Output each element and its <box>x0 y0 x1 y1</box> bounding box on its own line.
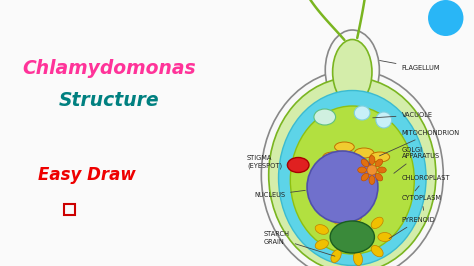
Text: CHLOROPLAST: CHLOROPLAST <box>401 175 450 191</box>
Ellipse shape <box>375 173 383 181</box>
Ellipse shape <box>323 152 342 162</box>
Ellipse shape <box>291 106 414 254</box>
Ellipse shape <box>331 211 341 225</box>
Text: GOLGI
APPARATUS: GOLGI APPARATUS <box>394 147 439 173</box>
Text: NUCLEUS: NUCLEUS <box>254 190 305 198</box>
Bar <box>64 204 75 215</box>
Ellipse shape <box>354 106 370 120</box>
Text: Easy Draw: Easy Draw <box>38 166 136 184</box>
Ellipse shape <box>325 30 379 110</box>
Ellipse shape <box>315 225 328 234</box>
Text: CYTOPLASM: CYTOPLASM <box>401 195 441 210</box>
Ellipse shape <box>354 208 363 222</box>
Ellipse shape <box>371 217 383 228</box>
Text: PYRENOID: PYRENOID <box>389 217 435 239</box>
Circle shape <box>367 165 377 175</box>
Text: MITOCHONDRION: MITOCHONDRION <box>379 130 460 156</box>
Circle shape <box>428 0 464 36</box>
Text: Structure: Structure <box>59 90 160 110</box>
Ellipse shape <box>358 167 366 173</box>
Ellipse shape <box>287 157 309 172</box>
Ellipse shape <box>330 221 374 253</box>
Ellipse shape <box>361 159 369 167</box>
Text: FLAGELLUM: FLAGELLUM <box>380 60 440 71</box>
Ellipse shape <box>378 232 392 242</box>
Ellipse shape <box>314 109 336 125</box>
Text: STARCH
GRAIN: STARCH GRAIN <box>264 231 335 256</box>
Ellipse shape <box>261 70 443 266</box>
Ellipse shape <box>333 39 372 105</box>
Text: VACUOLE: VACUOLE <box>373 112 432 118</box>
Ellipse shape <box>370 152 390 162</box>
Circle shape <box>307 151 378 223</box>
Ellipse shape <box>354 148 374 158</box>
Ellipse shape <box>361 173 369 181</box>
Circle shape <box>376 112 392 128</box>
Text: STIGMA
(EYESPOT): STIGMA (EYESPOT) <box>247 155 288 169</box>
Ellipse shape <box>371 246 383 257</box>
Ellipse shape <box>331 250 341 263</box>
Ellipse shape <box>335 142 354 152</box>
Ellipse shape <box>315 240 328 250</box>
Ellipse shape <box>269 77 436 266</box>
Text: Chlamydomonas: Chlamydomonas <box>23 59 196 77</box>
Ellipse shape <box>279 90 426 265</box>
Ellipse shape <box>369 156 375 164</box>
Ellipse shape <box>375 159 383 167</box>
Ellipse shape <box>377 167 386 173</box>
Ellipse shape <box>354 252 363 266</box>
Ellipse shape <box>369 176 375 185</box>
